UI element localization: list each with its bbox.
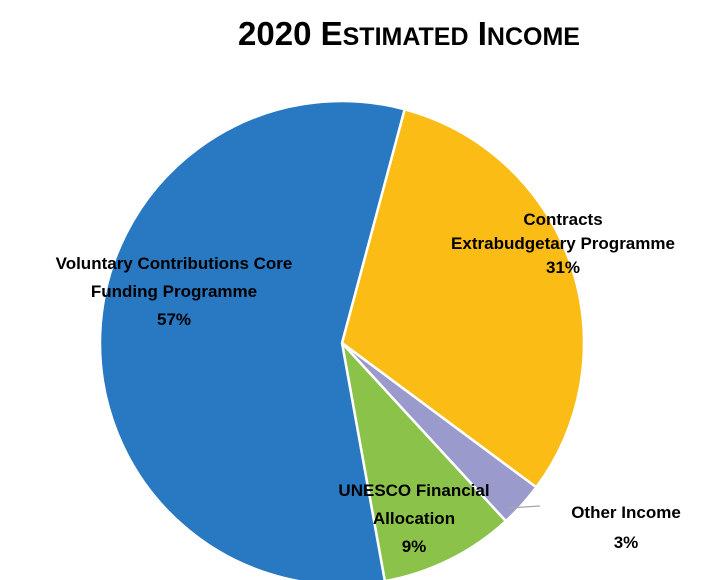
data-label-line: Funding Programme [91, 282, 257, 301]
title-part-2-small: NCOME [487, 23, 580, 51]
label-other-income: Other Income 3% [571, 503, 681, 552]
chart-title: 2020 ESTIMATED INCOME [238, 15, 580, 52]
data-label-line: Contracts [523, 210, 602, 229]
data-label-line: Other Income [571, 503, 681, 522]
label-contracts-extrabudgetary-programme: Contracts Extrabudgetary Programme 31% [451, 210, 675, 277]
data-label-percent: 3% [614, 533, 639, 552]
title-part-1-big: 2020 E [238, 15, 343, 52]
data-label-percent: 31% [546, 258, 580, 277]
pie-slices [98, 99, 586, 580]
title-part-1-small: STIMATED [343, 23, 469, 51]
data-label-percent: 9% [402, 537, 427, 556]
data-label-line: Allocation [373, 509, 455, 528]
other-income-leader-line [507, 505, 541, 509]
slice-contracts-extrabudgetary-programme [340, 108, 586, 489]
data-label-percent: 57% [157, 310, 191, 329]
data-label-line: UNESCO Financial [338, 481, 489, 500]
label-voluntary-contributions-core-funding-programme: Voluntary Contributions Core Funding Prog… [56, 254, 293, 329]
label-unesco-financial-allocation: UNESCO Financial Allocation 9% [338, 481, 489, 556]
slice-labels: Contracts Extrabudgetary Programme 31% Othe… [56, 210, 681, 556]
data-label-line: Voluntary Contributions Core [56, 254, 293, 273]
data-label-line: Extrabudgetary Programme [451, 234, 675, 253]
slice-voluntary-contributions-core-funding-programme [98, 99, 406, 580]
title-part-2-big: I [469, 15, 487, 52]
